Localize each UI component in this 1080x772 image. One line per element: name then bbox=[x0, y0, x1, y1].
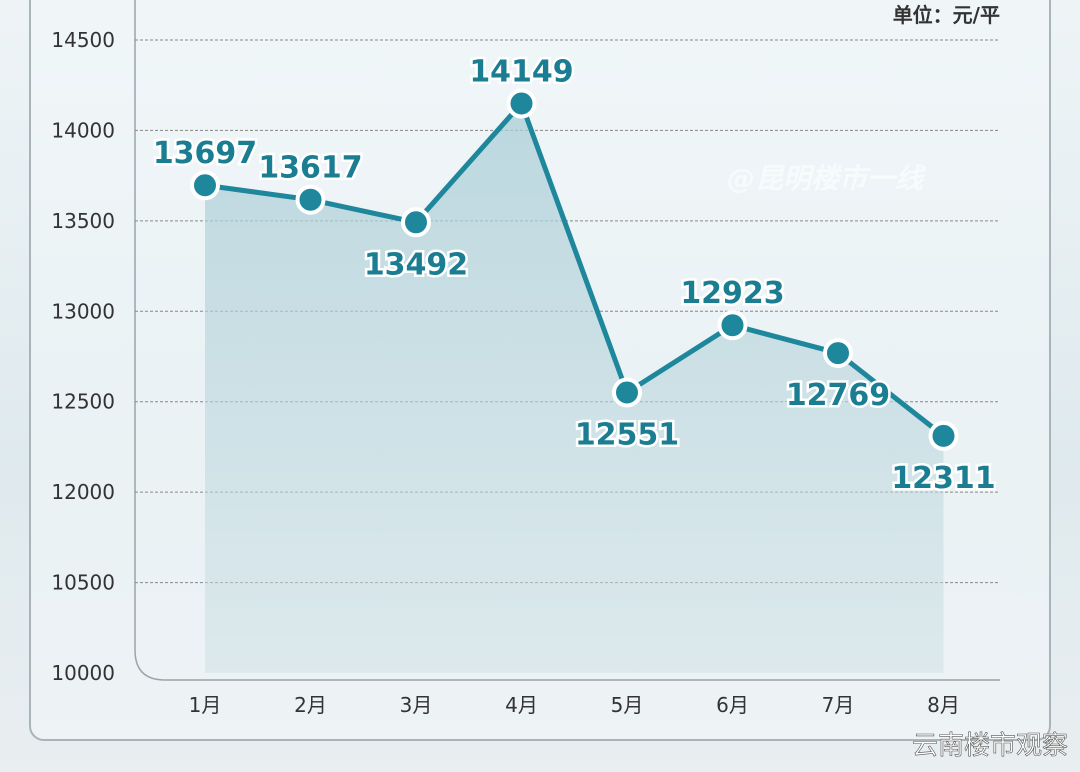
x-tick-label: 7月 bbox=[822, 693, 855, 717]
x-tick-label: 6月 bbox=[716, 693, 749, 717]
x-tick-label: 8月 bbox=[927, 693, 960, 717]
x-tick-label: 4月 bbox=[505, 693, 538, 717]
value-label: 12551 bbox=[575, 417, 679, 452]
value-label: 12923 bbox=[680, 276, 784, 311]
y-tick-label: 12500 bbox=[51, 390, 115, 414]
y-tick-label: 12000 bbox=[51, 480, 115, 504]
value-label: 14149 bbox=[469, 54, 573, 89]
marker bbox=[401, 207, 431, 238]
marker bbox=[717, 310, 748, 341]
value-label: 12311 bbox=[891, 461, 995, 496]
x-tick-label: 1月 bbox=[189, 693, 222, 717]
watermark: @昆明楼市一线 bbox=[727, 162, 926, 195]
marker bbox=[190, 170, 220, 201]
y-tick-label: 14500 bbox=[51, 28, 115, 52]
value-label: 13697 bbox=[153, 136, 257, 171]
y-tick-label: 14000 bbox=[51, 118, 115, 142]
value-label: 12769 bbox=[786, 378, 890, 413]
x-tick-label: 2月 bbox=[294, 693, 327, 717]
marker bbox=[823, 338, 853, 369]
source-label: 云南楼市观察 bbox=[912, 731, 1068, 761]
y-tick-label: 13500 bbox=[51, 209, 115, 233]
axis bbox=[134, 0, 1000, 681]
value-label: 13492 bbox=[364, 247, 468, 282]
marker bbox=[506, 88, 537, 119]
unit-label: 单位：元/平 bbox=[893, 3, 1000, 27]
marker bbox=[612, 377, 642, 408]
line bbox=[204, 100, 946, 438]
y-tick-label: 10500 bbox=[51, 571, 115, 595]
marker bbox=[295, 184, 326, 215]
area bbox=[205, 103, 944, 674]
value-label: 13617 bbox=[258, 151, 362, 186]
y-tick-label: 10000 bbox=[51, 661, 115, 685]
x-tick-label: 3月 bbox=[400, 693, 433, 717]
y-tick-label: 13000 bbox=[51, 299, 115, 323]
marker bbox=[928, 420, 959, 451]
x-tick-label: 5月 bbox=[611, 693, 644, 717]
